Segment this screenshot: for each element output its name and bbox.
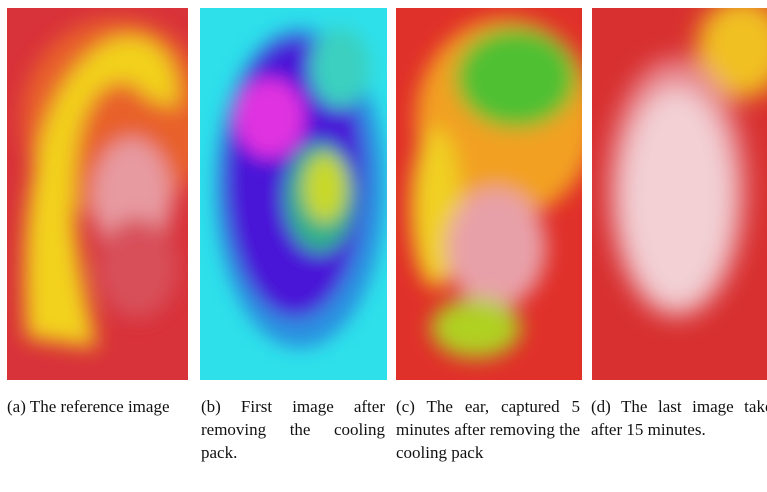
thermal-image-c	[396, 8, 582, 380]
caption: (b) First image after removing the cooli…	[201, 395, 385, 464]
caption: (d) The last image taken after 15 minute…	[591, 395, 767, 441]
thermal-image-b	[200, 8, 387, 380]
thermal-image-d	[592, 8, 767, 380]
thermal-image-a	[7, 8, 188, 380]
figure-page: (a) The reference image (b) First image …	[0, 0, 767, 492]
caption: (c) The ear, captured 5 minutes after re…	[396, 395, 580, 464]
caption: (a) The reference image	[7, 395, 191, 418]
